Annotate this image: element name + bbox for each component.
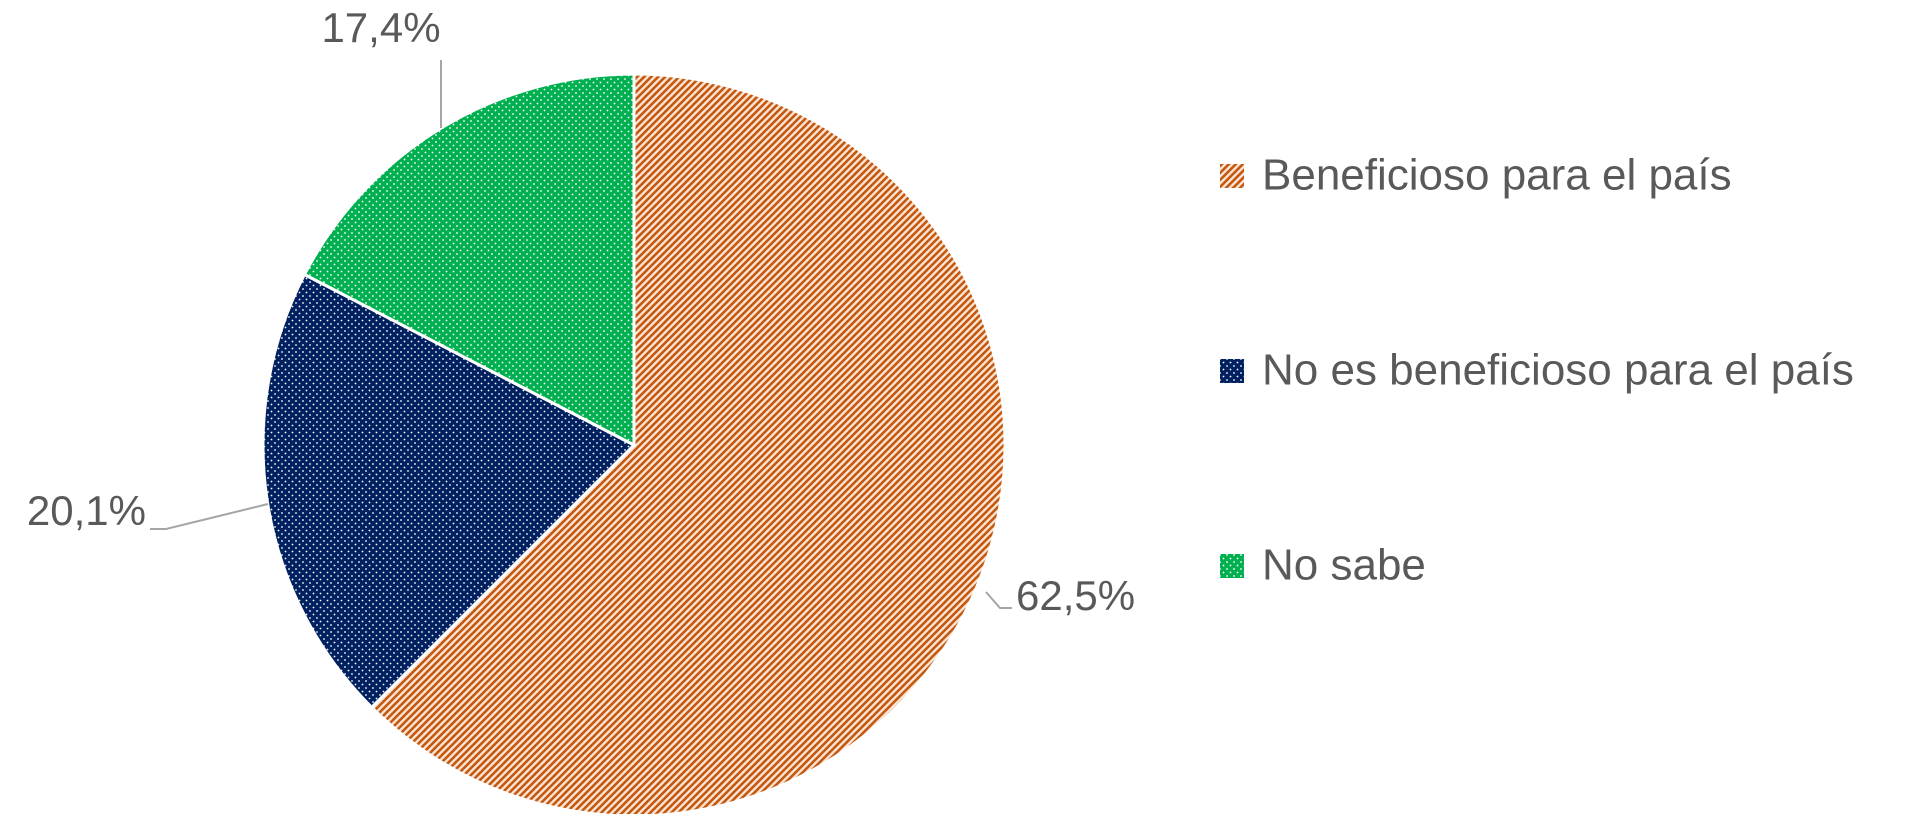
pie-slice (369, 72, 1007, 814)
legend-label: No es beneficioso para el país (1262, 346, 1854, 395)
legend-label: No sabe (1262, 541, 1426, 590)
legend-swatch (1220, 554, 1244, 578)
data-label: 20,1% (27, 487, 146, 534)
data-label: 62,5% (1016, 572, 1135, 619)
data-label: 17,4% (321, 4, 440, 51)
pie-slice (261, 272, 637, 710)
pie-slice (302, 72, 636, 448)
legend-label: Beneficioso para el país (1262, 151, 1732, 200)
leader-line (985, 591, 1012, 609)
legend-swatch (1220, 164, 1244, 188)
leader-line (150, 503, 269, 530)
legend-swatch (1220, 359, 1244, 383)
